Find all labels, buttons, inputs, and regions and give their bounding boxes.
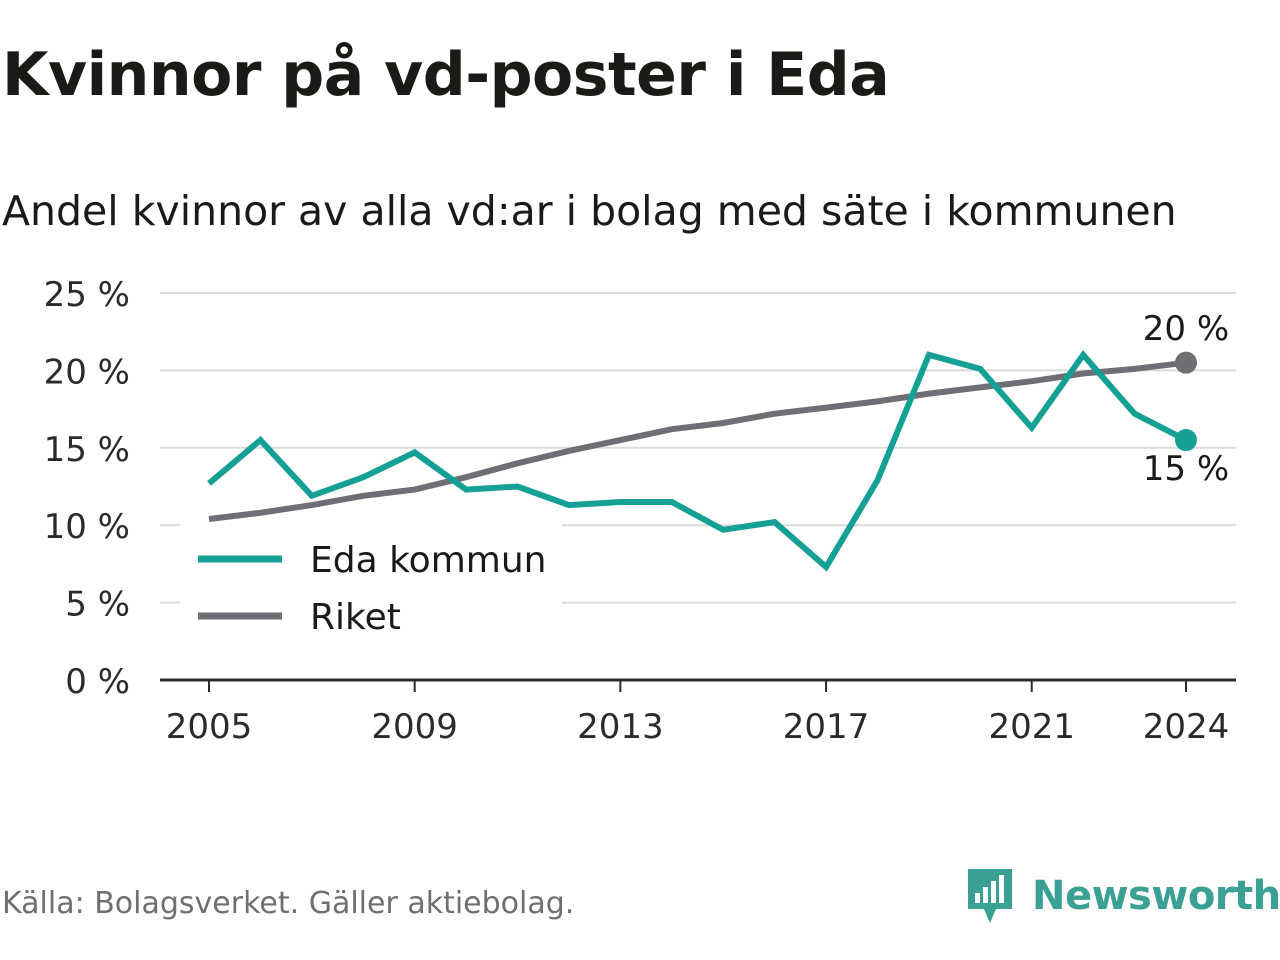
y-tick-label: 5 % (65, 585, 130, 625)
legend-label: Riket (310, 597, 401, 638)
newsworthy-logo-icon (968, 869, 1012, 923)
brand-name: Newsworthy (1032, 873, 1280, 919)
y-tick-label: 10 % (44, 507, 130, 547)
series-line-riket (208, 359, 1187, 522)
source-note: Källa: Bolagsverket. Gäller aktiebolag. (2, 886, 575, 921)
series-lines (207, 350, 1197, 572)
chart-title: Kvinnor på vd-poster i Eda (2, 40, 890, 110)
y-axis-tick-labels: 0 % 5 % 10 % 15 % 20 % 25 % (44, 275, 130, 702)
chart-subtitle: Andel kvinnor av alla vd:ar i bolag med … (2, 187, 1177, 235)
x-tick-label: 2013 (577, 707, 664, 747)
y-tick-label: 20 % (44, 352, 130, 392)
y-tick-label: 0 % (65, 662, 130, 702)
end-label: 20 % (1143, 309, 1229, 349)
legend-background (180, 524, 562, 650)
x-tick-label: 2021 (988, 707, 1075, 747)
legend: Eda kommun Riket (180, 524, 562, 650)
x-axis: 2005 2009 2013 2017 2021 2024 (160, 678, 1236, 747)
brand-logo: Newsworthy (964, 864, 1280, 928)
end-point-eda-kommun (1175, 429, 1197, 452)
line-chart: 0 %5 %10 %15 %20 %25 % 2005 2009 2013 2017 2… (44, 275, 1236, 747)
y-tick-label: 25 % (44, 275, 130, 315)
x-tick-label: 2005 (166, 707, 253, 747)
end-label: 15 % (1143, 449, 1229, 489)
end-point-riket (1175, 351, 1197, 374)
series-line-eda-kommun (207, 350, 1188, 572)
y-tick-label: 15 % (44, 430, 130, 470)
x-tick-label: 2024 (1143, 707, 1230, 747)
legend-label: Eda kommun (310, 540, 546, 581)
x-tick-label: 2009 (371, 707, 458, 747)
x-tick-label: 2017 (783, 707, 870, 747)
end-labels: 15 % 20 % (1143, 309, 1229, 489)
